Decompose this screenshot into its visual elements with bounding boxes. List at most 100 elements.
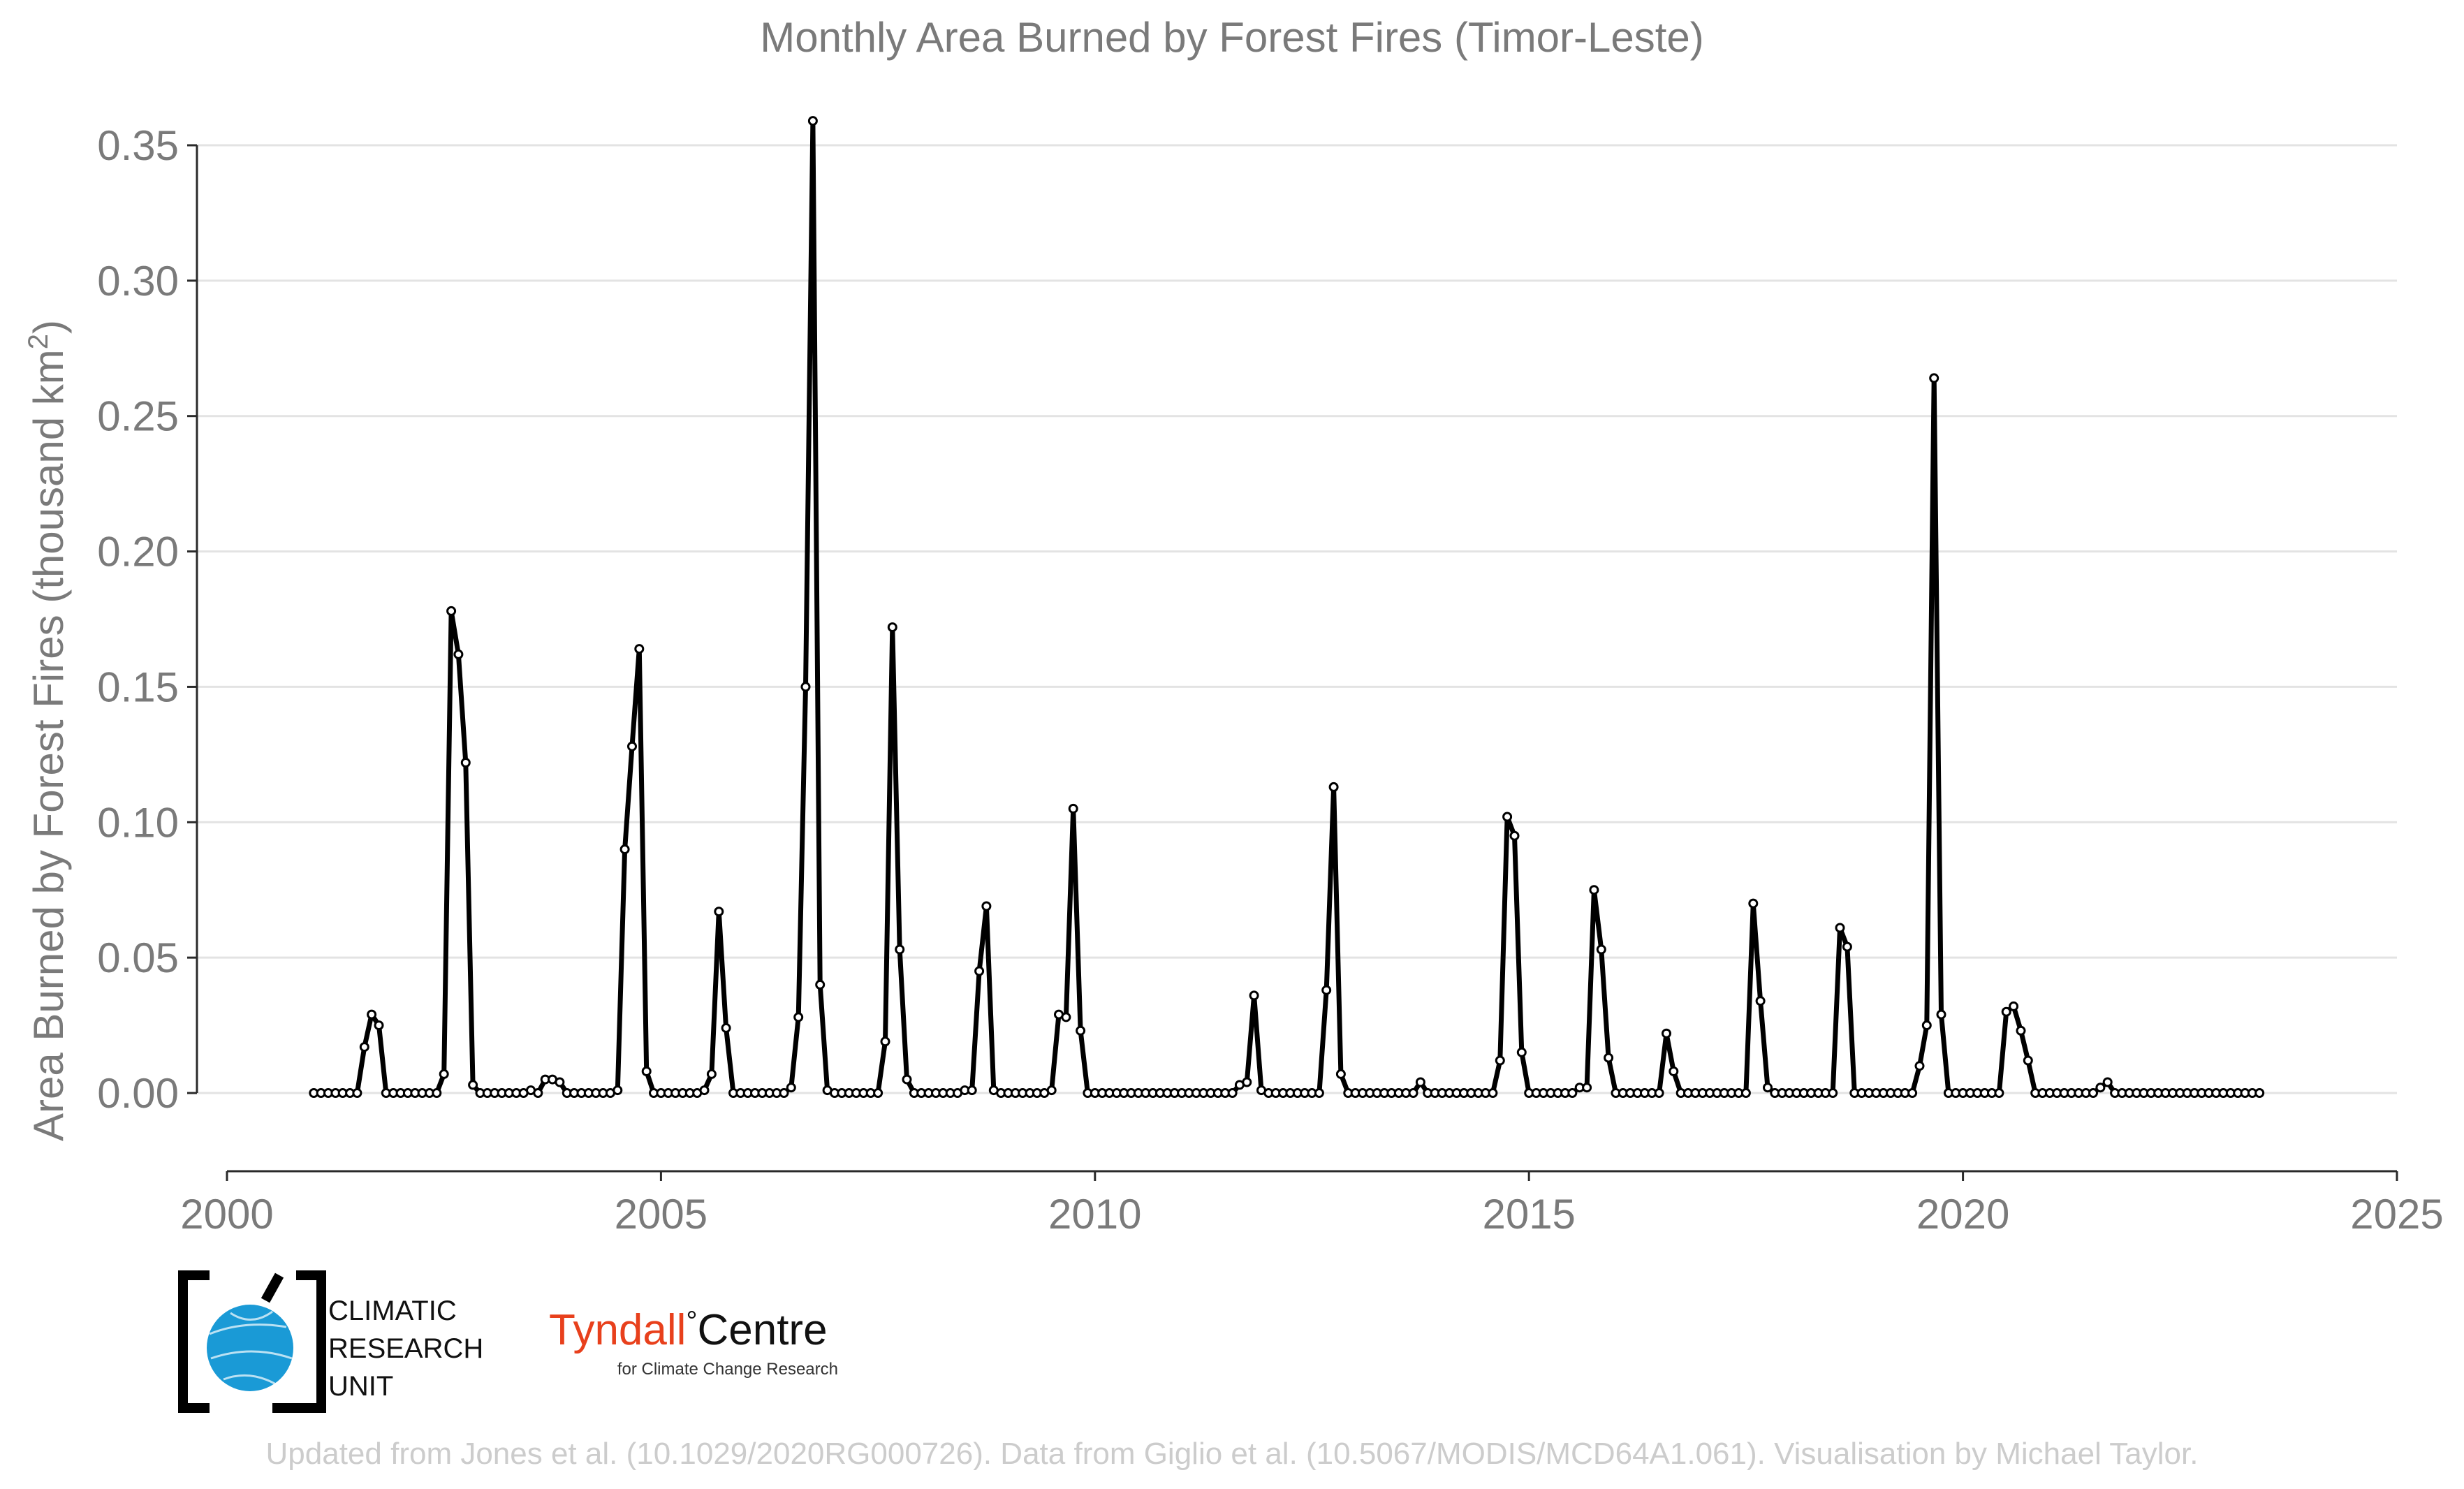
- x-axis: 2000 2005 2010 2015 2020 2025: [180, 1170, 2444, 1238]
- data-point: [533, 1088, 543, 1098]
- data-point: [1763, 1083, 1773, 1093]
- data-point: [2095, 1083, 2106, 1093]
- y-tick-label: 0.35: [97, 122, 179, 169]
- data-point: [786, 1083, 796, 1093]
- data-point: [1516, 1047, 1527, 1057]
- y-tick-label: 0.25: [97, 393, 179, 440]
- data-point: [793, 1012, 804, 1022]
- x-tick-label: 2015: [1482, 1191, 1575, 1238]
- data-point: [1907, 1088, 1918, 1098]
- data-point: [2088, 1088, 2098, 1098]
- data-point: [1921, 1020, 1932, 1031]
- data-point: [555, 1077, 565, 1087]
- data-point: [1335, 1069, 1346, 1079]
- data-point: [699, 1085, 710, 1096]
- data-point: [1835, 923, 1845, 933]
- tyndall-logo: Tyndall°Centre for Climate Change Resear…: [549, 1306, 838, 1379]
- data-point: [460, 758, 471, 768]
- y-axis-label: Area Burned by Forest Fires (thousand km…: [23, 320, 72, 1141]
- data-point: [352, 1088, 362, 1098]
- data-point: [974, 966, 985, 976]
- data-point: [714, 907, 724, 917]
- data-point: [1509, 830, 1520, 841]
- data-point: [1408, 1088, 1418, 1098]
- data-point: [1502, 812, 1513, 822]
- data-point: [779, 1088, 789, 1098]
- data-point: [807, 116, 818, 126]
- tyndall-tagline: for Climate Change Research: [617, 1360, 838, 1379]
- data-point: [1929, 373, 1939, 383]
- data-point: [1914, 1061, 1925, 1071]
- data-point: [367, 1009, 377, 1020]
- gridlines: [197, 144, 2397, 1094]
- data-point: [902, 1074, 912, 1085]
- cru-line1: CLIMATIC: [328, 1296, 457, 1326]
- data-point: [967, 1085, 977, 1096]
- data-point: [1740, 1088, 1751, 1098]
- data-point: [446, 606, 457, 616]
- chart-title: Monthly Area Burned by Forest Fires (Tim…: [760, 14, 1704, 61]
- data-point: [1314, 1088, 1324, 1098]
- data-point: [887, 622, 897, 633]
- data-point: [1488, 1088, 1498, 1098]
- data-point: [1068, 803, 1078, 814]
- data-point: [815, 979, 826, 990]
- data-point: [1582, 1083, 1592, 1093]
- y-axis: 0.00 0.05 0.10 0.15 0.20 0.25 0.30 0.35: [97, 122, 198, 1117]
- data-point: [1589, 885, 1599, 895]
- data-point: [432, 1088, 442, 1098]
- data-point: [439, 1069, 449, 1079]
- data-point: [1046, 1085, 1057, 1096]
- data-point: [721, 1022, 731, 1033]
- tyndall-word: Tyndall: [549, 1306, 686, 1354]
- data-point: [453, 649, 464, 659]
- data-point: [634, 644, 645, 654]
- data-point: [873, 1088, 883, 1098]
- data-point: [1842, 941, 1852, 952]
- data-point: [2009, 1001, 2019, 1011]
- y-tick-label: 0.10: [97, 799, 179, 846]
- data-point: [619, 844, 630, 855]
- cru-line2: RESEARCH: [328, 1333, 483, 1364]
- data-point: [1748, 898, 1759, 909]
- series-line: [314, 118, 2260, 1096]
- credit-text: Updated from Jones et al. (10.1029/2020R…: [266, 1437, 2199, 1471]
- data-point: [1328, 782, 1339, 792]
- data-point: [1662, 1028, 1671, 1039]
- data-point: [359, 1042, 369, 1052]
- data-point: [2102, 1077, 2113, 1087]
- data-point: [1654, 1088, 1664, 1098]
- data-point: [374, 1020, 384, 1031]
- data-point: [468, 1080, 478, 1090]
- data-point: [1994, 1088, 2004, 1098]
- data-point: [613, 1085, 623, 1096]
- data-point: [981, 901, 992, 911]
- data-point: [706, 1069, 717, 1079]
- data-point: [1061, 1012, 1071, 1022]
- tyndall-degree: °: [686, 1306, 697, 1337]
- data-point: [1321, 985, 1332, 995]
- y-tick-label: 0.20: [97, 529, 179, 575]
- cru-line3: UNIT: [328, 1371, 393, 1402]
- data-point: [2254, 1088, 2265, 1098]
- y-tick-label: 0.00: [97, 1070, 179, 1117]
- data-point: [1076, 1025, 1086, 1036]
- y-tick-label: 0.05: [97, 934, 179, 981]
- globe-icon: [207, 1305, 293, 1391]
- y-tick-label: 0.30: [97, 258, 179, 305]
- data-point: [2016, 1025, 2026, 1036]
- data-point: [1242, 1077, 1252, 1087]
- data-point: [1596, 944, 1606, 955]
- x-tick-label: 2020: [1916, 1191, 2009, 1238]
- data-point: [1567, 1088, 1578, 1098]
- data-point: [2001, 1006, 2011, 1017]
- cru-bracket-icon: [178, 1270, 326, 1413]
- data-point: [800, 682, 811, 692]
- x-tick-label: 2010: [1048, 1191, 1141, 1238]
- svg-text:Tyndall°Centre: Tyndall°Centre: [549, 1306, 828, 1354]
- data-point: [880, 1036, 890, 1047]
- centre-word: Centre: [697, 1306, 827, 1354]
- data-point: [1227, 1088, 1238, 1098]
- data-point: [627, 741, 637, 751]
